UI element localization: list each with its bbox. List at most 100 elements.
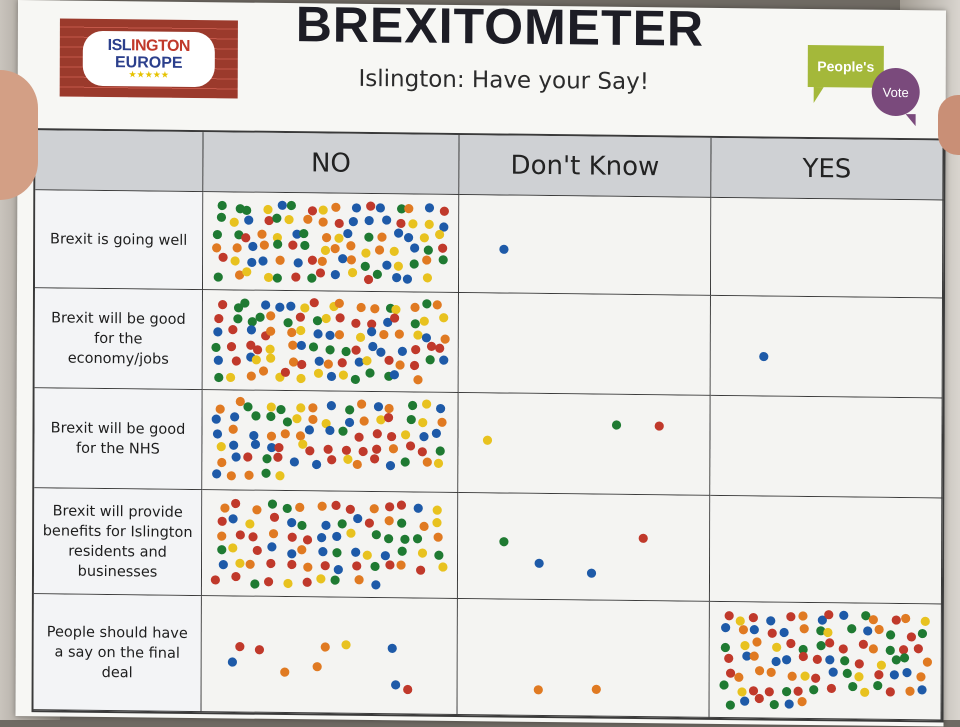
vote-dot (276, 404, 286, 415)
vote-dot (234, 230, 244, 240)
vote-dot (288, 240, 298, 250)
vote-dot (409, 360, 420, 371)
vote-dot (482, 435, 493, 445)
vote-dot (213, 355, 223, 365)
vote-dot (341, 640, 351, 650)
vote-dot (772, 642, 782, 652)
vote-dot (417, 548, 428, 558)
vote-dot (297, 520, 307, 531)
vote-dot (354, 432, 364, 442)
vote-dot (307, 206, 318, 216)
vote-cell-yes (709, 601, 942, 721)
vote-dot (315, 268, 326, 278)
vote-dot (330, 270, 340, 280)
vote-dot (333, 565, 343, 575)
vote-dot (325, 425, 335, 436)
vote-dot (412, 534, 423, 544)
header-empty (35, 130, 204, 193)
vote-dot (898, 645, 909, 655)
vote-dot (251, 411, 261, 421)
vote-dot (335, 313, 345, 323)
vote-dot (348, 217, 358, 227)
vote-dot (211, 342, 221, 353)
vote-dot (720, 642, 730, 653)
logo-line-1-a: ISL (107, 36, 132, 54)
vote-dot (385, 560, 395, 570)
vote-dot (338, 254, 348, 264)
vote-dot (811, 673, 821, 683)
vote-dot (267, 499, 278, 509)
vote-dot (372, 444, 382, 454)
vote-dot (312, 316, 323, 326)
vote-dot (816, 641, 826, 651)
vote-dot (216, 442, 226, 452)
vote-dot (265, 344, 275, 354)
vote-dot (252, 505, 262, 515)
vote-dot (411, 345, 421, 355)
vote-dot (262, 454, 272, 464)
vote-dot (282, 417, 293, 427)
vote-dot (288, 357, 299, 367)
vote-dot (369, 504, 379, 514)
left-hand (0, 70, 38, 200)
vote-dot (308, 342, 319, 352)
vote-dot (233, 303, 244, 313)
vote-dot (261, 300, 271, 310)
vote-dot (902, 667, 912, 678)
vote-dot (800, 671, 810, 681)
vote-dot (370, 561, 380, 572)
vote-dot (235, 396, 245, 407)
vote-dot (300, 240, 310, 251)
vote-dot (364, 232, 374, 242)
vote-dot (235, 642, 245, 652)
vote-dot (323, 444, 333, 454)
vote-dot (282, 503, 292, 514)
vote-dot (375, 203, 385, 213)
vote-dot (812, 654, 822, 664)
vote-dot (351, 547, 361, 557)
vote-dot (382, 260, 392, 270)
vote-dot (439, 355, 449, 365)
vote-dot (332, 531, 342, 542)
vote-dot (356, 302, 366, 313)
vote-dot (754, 693, 764, 704)
vote-dot (410, 302, 420, 313)
vote-dot (397, 346, 407, 356)
vote-dot (826, 683, 837, 694)
vote-dot (361, 248, 371, 258)
vote-dot (229, 440, 239, 450)
vote-dot (374, 245, 385, 255)
vote-dot (341, 346, 351, 357)
vote-dot (363, 274, 374, 285)
vote-dot (295, 431, 306, 441)
vote-dot (283, 578, 293, 589)
vote-table: NO Don't Know YES Brexit is going well B… (31, 128, 946, 723)
vote-dot (838, 644, 848, 654)
vote-dot (302, 535, 313, 545)
vote-dot (737, 687, 747, 697)
vote-dot (320, 642, 330, 652)
vote-dot (308, 403, 318, 413)
vote-dot (425, 355, 435, 365)
vote-dot (286, 301, 296, 311)
vote-dot (438, 562, 448, 572)
vote-cell-yes (710, 295, 943, 399)
vote-dot (786, 612, 796, 622)
vote-dot (291, 272, 301, 282)
vote-dot (313, 368, 324, 378)
vote-dots (710, 496, 941, 604)
vote-dot (889, 670, 899, 680)
vote-dot (439, 222, 449, 232)
vote-dot (766, 616, 776, 626)
vote-dot (534, 558, 544, 568)
vote-dot (432, 518, 442, 528)
vote-dot (421, 333, 432, 343)
header-yes: YES (711, 137, 944, 201)
vote-dot (922, 657, 933, 667)
vote-dot (738, 625, 749, 635)
vote-dot (351, 318, 361, 328)
vote-dot (254, 645, 265, 655)
vote-dot (766, 667, 776, 677)
vote-dot (217, 457, 227, 468)
vote-dot (383, 317, 393, 327)
